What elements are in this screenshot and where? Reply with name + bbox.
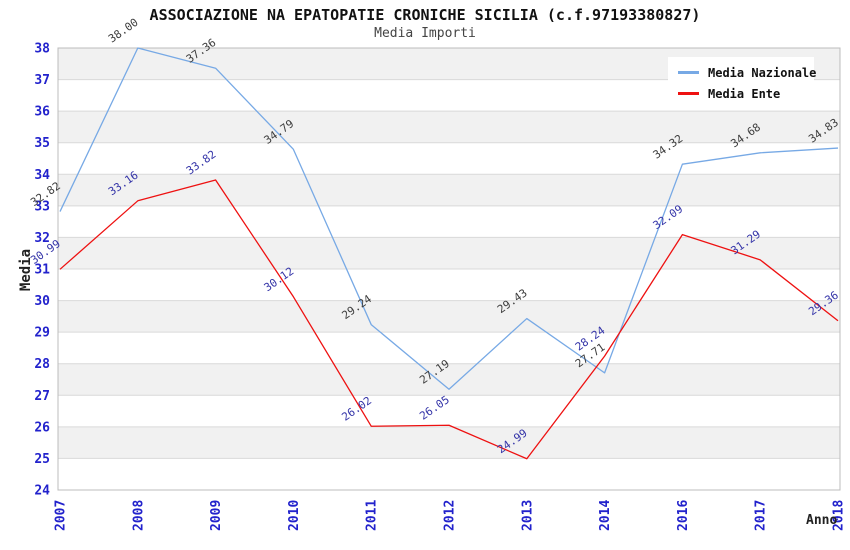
chart-title: ASSOCIAZIONE NA EPATOPATIE CRONICHE SICI… (149, 6, 701, 24)
chart-subtitle: Media Importi (374, 26, 476, 41)
y-tick-label: 30 (34, 294, 50, 309)
data-label: 38.00 (106, 16, 141, 46)
grid-band (58, 300, 840, 333)
x-axis-title: Anno (806, 513, 838, 528)
y-tick-label: 29 (34, 326, 50, 341)
legend-item-media-ente: Media Ente (678, 83, 814, 104)
x-tick-label: 2010 (287, 500, 302, 531)
y-tick-label: 31 (34, 263, 50, 278)
grid-band (58, 237, 840, 269)
legend-item-media-nazionale: Media Nazionale (678, 62, 817, 83)
x-tick-label: 2013 (520, 500, 535, 531)
data-label: 33.82 (184, 148, 219, 178)
y-tick-label: 28 (34, 357, 50, 372)
y-tick-label: 26 (34, 420, 50, 435)
series-line-media-nazionale (59, 47, 839, 390)
grid-band (58, 363, 840, 396)
y-tick-label: 32 (34, 231, 50, 246)
plot-frame (57, 47, 841, 491)
data-label: 32.09 (651, 202, 686, 232)
y-tick-label: 27 (34, 389, 50, 404)
y-axis-title: Media (18, 248, 34, 292)
data-label: 26.05 (417, 393, 452, 423)
legend-label: Media Nazionale (708, 65, 817, 80)
x-tick-label: 2018 (832, 500, 847, 531)
grid-band (58, 111, 840, 143)
series-line-media-ente (59, 179, 839, 460)
y-tick-label: 25 (34, 452, 50, 467)
data-label: 26.02 (339, 394, 374, 424)
x-tick-label: 2016 (676, 500, 691, 531)
y-tick-label: 33 (34, 199, 50, 214)
y-tick-label: 38 (34, 42, 50, 57)
y-tick-label: 34 (34, 168, 50, 183)
legend: Media Nazionale Media Ente (668, 57, 817, 109)
legend-line-swatch (678, 71, 699, 74)
x-tick-label: 2012 (443, 500, 458, 531)
x-tick-label: 2009 (209, 500, 224, 531)
legend-label: Media Ente (708, 86, 781, 101)
y-tick-label: 36 (34, 105, 50, 120)
grid-band (58, 426, 840, 459)
legend-line-swatch (678, 92, 699, 95)
grid-band (58, 174, 840, 206)
x-tick-label: 2014 (598, 500, 613, 531)
x-tick-label: 2007 (54, 500, 69, 531)
x-tick-label: 2011 (365, 500, 380, 531)
x-tick-label: 2008 (131, 500, 146, 531)
y-tick-label: 37 (34, 73, 50, 88)
x-tick-label: 2017 (754, 500, 769, 531)
y-tick-label: 35 (34, 136, 50, 151)
y-tick-label: 24 (34, 484, 50, 499)
